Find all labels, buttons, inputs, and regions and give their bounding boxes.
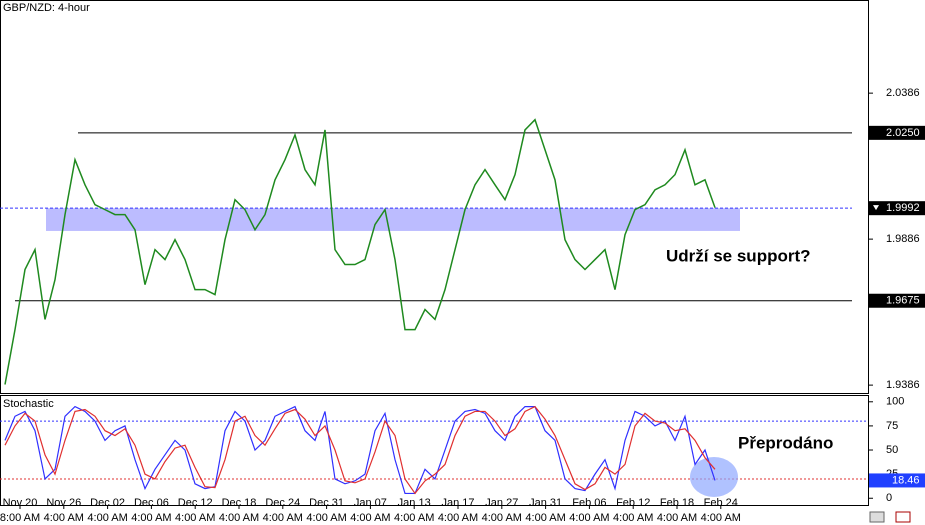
x-tick-label: Dec 12 (178, 497, 213, 509)
level-label-bg (869, 125, 925, 140)
x-time-label: 4:00 AM (219, 512, 259, 524)
y-tick-label: 1.9886 (886, 233, 920, 245)
price-panel (0, 0, 869, 394)
price-line (4, 405, 716, 495)
x-time-label: 4:00 AM (306, 512, 346, 524)
level-label: 1.9992 (886, 202, 920, 214)
x-tick-label: Feb 24 (704, 497, 738, 509)
level-label-bg (869, 293, 925, 308)
x-time-label: 4:00 AM (525, 512, 565, 524)
panel-title: Stochastic (3, 398, 54, 410)
x-time-label: 4:00 AM (175, 512, 215, 524)
x-tick-label: Jan 31 (529, 497, 562, 509)
x-tick-label: Dec 31 (309, 497, 344, 509)
x-tick-label: Dec 18 (222, 497, 257, 509)
y-tick-label: 1.9386 (886, 379, 920, 391)
x-time-label: 4:00 AM (701, 512, 741, 524)
price-line (4, 118, 716, 385)
x-time-label: 4:00 AM (350, 512, 390, 524)
x-tick-label: Dec 24 (265, 497, 300, 509)
x-time-label: 4:00 AM (44, 512, 84, 524)
x-time-label: 4:00 AM (613, 512, 653, 524)
x-tick-label: Jan 13 (398, 497, 431, 509)
x-time-label: 4:00 AM (131, 512, 171, 524)
y-tick-label: 50 (886, 444, 898, 456)
level-label: 1.9675 (886, 295, 920, 307)
support-band (46, 208, 740, 231)
x-time-label: 4:00 AM (657, 512, 697, 524)
x-time-label: 4:00 AM (394, 512, 434, 524)
y-tick-label: 100 (886, 396, 904, 408)
y-tick-label: 75 (886, 420, 898, 432)
level-label-bg (869, 201, 925, 216)
x-tick-label: Jan 17 (441, 497, 474, 509)
level-label: 2.0250 (886, 127, 920, 139)
x-tick-label: Feb 12 (616, 497, 650, 509)
panel-title: GBP/NZD: 4-hour (3, 2, 90, 14)
x-time-label: 8:00 AM (0, 512, 40, 524)
annotation: Přeprodáno (738, 433, 833, 452)
x-tick-label: Nov 26 (46, 497, 81, 509)
x-tick-label: Jan 27 (485, 497, 518, 509)
x-time-label: 4:00 AM (263, 512, 303, 524)
x-time-label: 4:00 AM (482, 512, 522, 524)
annotation: Udrží se support? (666, 246, 811, 265)
y-tick-label: 0 (886, 492, 892, 504)
x-tick-label: Nov 20 (3, 497, 38, 509)
y-tick-label: 2.0386 (886, 87, 920, 99)
price-line (4, 405, 716, 495)
current-arrow (873, 205, 879, 211)
scroll-button[interactable] (895, 511, 911, 523)
x-tick-label: Jan 07 (354, 497, 387, 509)
x-tick-label: Feb 18 (660, 497, 694, 509)
x-tick-label: Feb 06 (572, 497, 606, 509)
x-tick-label: Dec 06 (134, 497, 169, 509)
x-time-label: 4:00 AM (438, 512, 478, 524)
current-label: 18.46 (892, 474, 920, 486)
x-time-label: 4:00 AM (87, 512, 127, 524)
x-time-label: 4:00 AM (569, 512, 609, 524)
current-label-bg (869, 473, 925, 488)
x-tick-label: Dec 02 (90, 497, 125, 509)
scroll-button[interactable] (869, 511, 885, 523)
